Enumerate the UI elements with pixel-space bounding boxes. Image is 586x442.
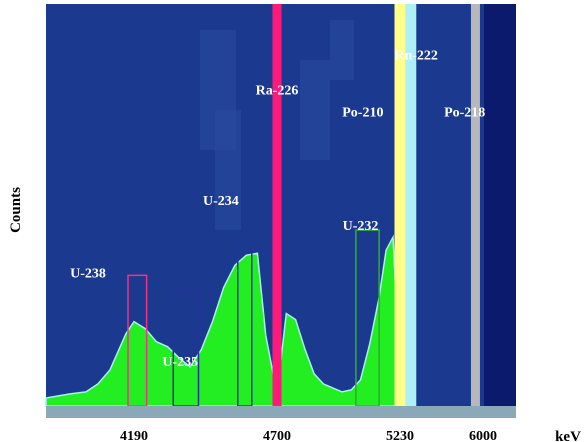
x-axis-label: keV	[555, 429, 581, 442]
dark-band-right	[484, 4, 516, 408]
y-axis-label: Counts	[8, 187, 24, 233]
peak-line-po218	[470, 4, 480, 406]
x-tick-3: 6000	[469, 429, 497, 442]
peak-label-po-218: Po-218	[444, 106, 485, 121]
peak-label-rn-222: Rn-222	[394, 48, 438, 63]
peak-label-u-238: U-238	[70, 266, 106, 281]
x-tick-1: 4700	[263, 429, 291, 442]
peak-labels: U-238 U-235 U-234 Ra-226 U-232 Po-210 Rn-222 Po…	[70, 48, 485, 370]
peak-line-ra226	[272, 4, 282, 406]
peak-line-rn222-side	[405, 4, 417, 406]
x-tick-2: 5230	[386, 429, 414, 442]
background-texture	[200, 20, 354, 230]
x-tick-0: 4190	[120, 429, 148, 442]
peak-label-po-210: Po-210	[342, 106, 383, 121]
texture-patch-1	[300, 60, 330, 160]
x-tick-labels: 4190 4700 5230 6000	[120, 429, 497, 442]
peak-label-u-235: U-235	[162, 355, 198, 370]
peak-label-ra-226: Ra-226	[256, 83, 299, 98]
peak-label-u-234: U-234	[203, 194, 239, 209]
peak-line-rn222	[394, 4, 406, 406]
texture-patch-3	[330, 20, 354, 80]
x-axis-bar	[46, 406, 516, 418]
peak-label-u-232: U-232	[343, 219, 379, 234]
texture-patch-2	[215, 110, 241, 230]
peak-lines	[272, 4, 480, 406]
